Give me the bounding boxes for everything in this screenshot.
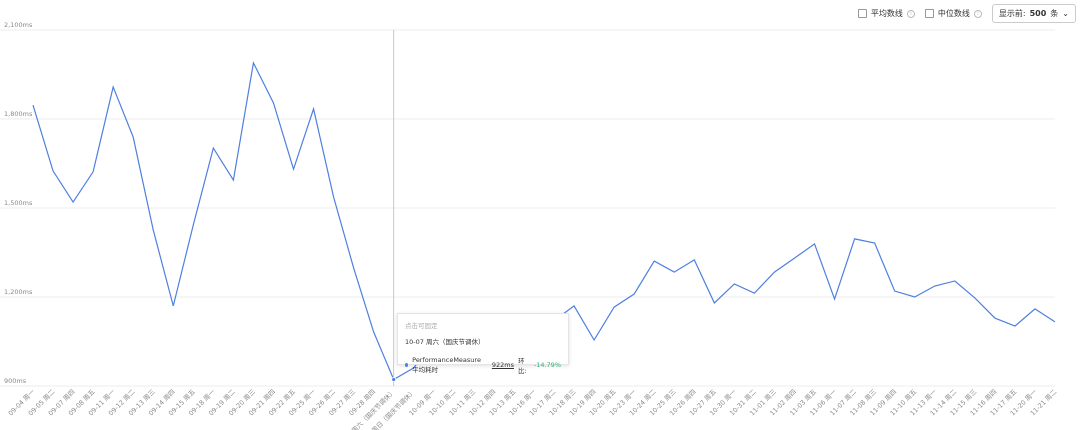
tooltip-date: 10-07 周六（国庆节调休）	[405, 338, 485, 346]
tooltip-hint: 点击可固定	[405, 322, 438, 330]
controls: 平均数线 i 中位数线 i 显示前: 500 条 ⌄	[857, 4, 1076, 23]
y-tick-label: 1,200ms	[4, 288, 33, 296]
y-tick-label: 1,500ms	[4, 199, 33, 207]
hover-point	[391, 377, 397, 382]
tooltip-change-label: 环比:	[517, 357, 527, 375]
y-tick-label: 900ms	[4, 377, 27, 385]
y-tick-label: 2,100ms	[4, 21, 33, 29]
mean-toggle[interactable]: 平均数线 i	[857, 8, 915, 19]
label: 显示前:	[998, 9, 1026, 18]
tooltip: 点击可固定 10-07 周六（国庆节调休） PerformanceMeasure…	[397, 313, 569, 375]
value: 500	[1029, 9, 1047, 18]
top-n-select[interactable]: 显示前: 500 条 ⌄	[991, 4, 1076, 23]
tooltip-series: PerformanceMeasure 平均耗时	[412, 356, 481, 374]
tooltip-value: 922ms	[491, 361, 514, 369]
unit: 条	[1050, 9, 1059, 18]
y-tick-label: 1,800ms	[4, 110, 33, 118]
median-toggle[interactable]: 中位数线 i	[924, 8, 982, 19]
label: 平均数线	[870, 9, 903, 18]
label: 中位数线	[937, 9, 970, 18]
tooltip-change: -14.79%	[533, 361, 561, 369]
